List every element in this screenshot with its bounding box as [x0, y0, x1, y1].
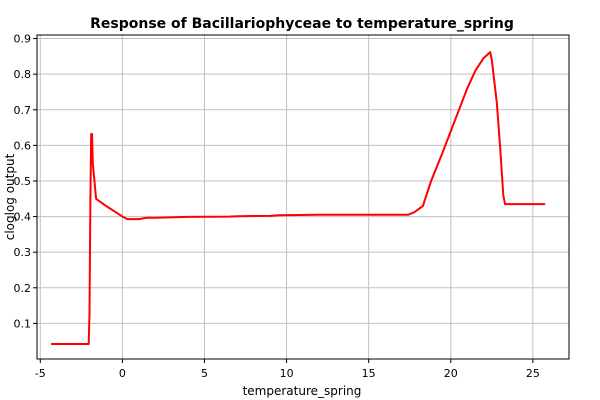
x-axis-label: temperature_spring	[243, 384, 362, 398]
y-tick-label: 0.6	[14, 139, 32, 152]
tick-layer: -5 0 5 10 15 20 25 0.1 0.2 0.3 0.4 0.5 0.6 0.7 0.8 0.9	[14, 33, 540, 380]
series-layer	[50, 51, 546, 345]
y-tick-label: 0.8	[14, 68, 32, 81]
response-curve-line	[50, 51, 546, 345]
y-axis-label: cloglog output	[3, 153, 17, 240]
y-tick-label: 0.2	[14, 282, 32, 295]
x-tick-label: -5	[35, 367, 46, 380]
y-tick-label: 0.5	[14, 175, 32, 188]
x-tick-label: 25	[526, 367, 540, 380]
y-tick-label: 0.1	[14, 317, 32, 330]
x-tick-label: 10	[280, 367, 294, 380]
plot-frame	[36, 34, 570, 360]
y-tick-label: 0.4	[14, 211, 32, 224]
x-tick-label: 5	[201, 367, 208, 380]
y-tick-label: 0.7	[14, 104, 32, 117]
grid-layer	[37, 35, 569, 359]
x-tick-label: 15	[362, 367, 376, 380]
y-tick-label: 0.9	[14, 33, 32, 46]
y-tick-label: 0.3	[14, 246, 32, 259]
x-tick-label: 20	[444, 367, 458, 380]
x-tick-label: 0	[119, 367, 126, 380]
chart-title: Response of Bacillariophyceae to tempera…	[90, 16, 514, 32]
